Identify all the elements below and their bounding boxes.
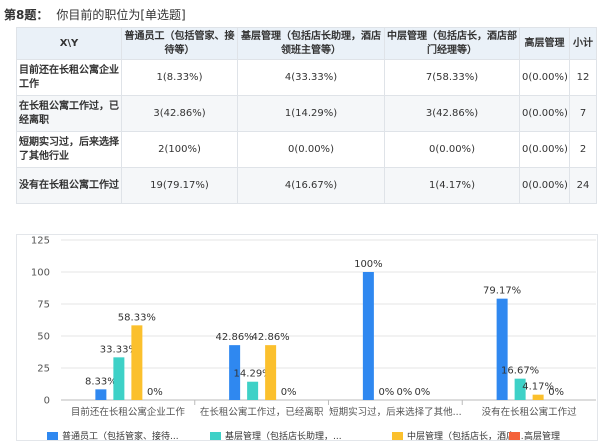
- table-cell: 7(58.33%): [384, 59, 520, 96]
- legend-item[interactable]: 普通员工（包括管家、接待...: [47, 431, 179, 443]
- table-cell: 0(0.00%): [237, 131, 385, 168]
- header-col: 高层管理: [519, 27, 570, 60]
- legend-item[interactable]: 基层管理（包括店长助理，...: [210, 431, 342, 443]
- table-cell: 0(0.00%): [519, 95, 570, 132]
- table-header-row: X\Y 普通员工（包括管家、接待等） 基层管理（包括店长助理，酒店领班主管等） …: [16, 27, 597, 60]
- legend-swatch: [509, 432, 520, 440]
- table-cell: 0(0.00%): [384, 131, 520, 168]
- legend-swatch: [392, 432, 403, 440]
- table-cell: 19(79.17%): [121, 167, 238, 204]
- table-cell: 3(42.86%): [121, 95, 238, 132]
- table-cell: 1(8.33%): [121, 59, 238, 96]
- table-cell: 1(14.29%): [237, 95, 385, 132]
- header-col: 普通员工（包括管家、接待等）: [121, 27, 238, 60]
- legend-swatch: [47, 432, 58, 440]
- question-title: 第8题： 你目前的职位为[单选题]: [4, 6, 186, 23]
- crosstab-table: X\Y 普通员工（包括管家、接待等） 基层管理（包括店长助理，酒店领班主管等） …: [16, 27, 597, 204]
- header-col: 中层管理（包括店长，酒店部门经理等）: [384, 27, 520, 60]
- legend-item[interactable]: 中层管理（包括店长，酒店...: [392, 431, 524, 443]
- table-row: 在长租公寓工作过，已经离职 3(42.86%) 1(14.29%) 3(42.8…: [16, 95, 597, 132]
- legend-label: 基层管理（包括店长助理，...: [225, 432, 342, 442]
- table-row: 目前还在长租公寓企业工作 1(8.33%) 4(33.33%) 7(58.33%…: [16, 59, 597, 96]
- chart-panel: [16, 234, 598, 441]
- table-cell: 24: [569, 167, 597, 204]
- table-cell: 4(16.67%): [237, 167, 385, 204]
- row-label: 目前还在长租公寓企业工作: [16, 59, 122, 96]
- table-cell: 2: [569, 131, 597, 168]
- table-cell: 0(0.00%): [519, 59, 570, 96]
- table-cell: 7: [569, 95, 597, 132]
- table-cell: 2(100%): [121, 131, 238, 168]
- legend-label: 普通员工（包括管家、接待...: [62, 432, 179, 442]
- row-label: 在长租公寓工作过，已经离职: [16, 95, 122, 132]
- chart-legend: 普通员工（包括管家、接待... 基层管理（包括店长助理，... 中层管理（包括店长，…: [47, 431, 597, 443]
- legend-label: 中层管理（包括店长，酒店...: [407, 432, 524, 442]
- question-number: 第8题：: [4, 8, 49, 22]
- row-label: 没有在长租公寓工作过: [16, 167, 122, 204]
- table-row: 没有在长租公寓工作过 19(79.17%) 4(16.67%) 1(4.17%)…: [16, 167, 597, 204]
- table-cell: 1(4.17%): [384, 167, 520, 204]
- row-label: 短期实习过，后来选择了其他行业: [16, 131, 122, 168]
- question-text: 你目前的职位为[单选题]: [56, 8, 186, 22]
- table-cell: 4(33.33%): [237, 59, 385, 96]
- table-cell: 0(0.00%): [519, 167, 570, 204]
- table-cell: 0(0.00%): [519, 131, 570, 168]
- legend-label: 高层管理: [524, 432, 561, 442]
- table-row: 短期实习过，后来选择了其他行业 2(100%) 0(0.00%) 0(0.00%…: [16, 131, 597, 168]
- legend-swatch: [210, 432, 221, 440]
- table-cell: 3(42.86%): [384, 95, 520, 132]
- table-cell: 12: [569, 59, 597, 96]
- header-xy: X\Y: [16, 27, 122, 60]
- header-col: 基层管理（包括店长助理，酒店领班主管等）: [237, 27, 385, 60]
- legend-item[interactable]: 高层管理: [509, 431, 560, 443]
- header-subtotal: 小计: [569, 27, 597, 60]
